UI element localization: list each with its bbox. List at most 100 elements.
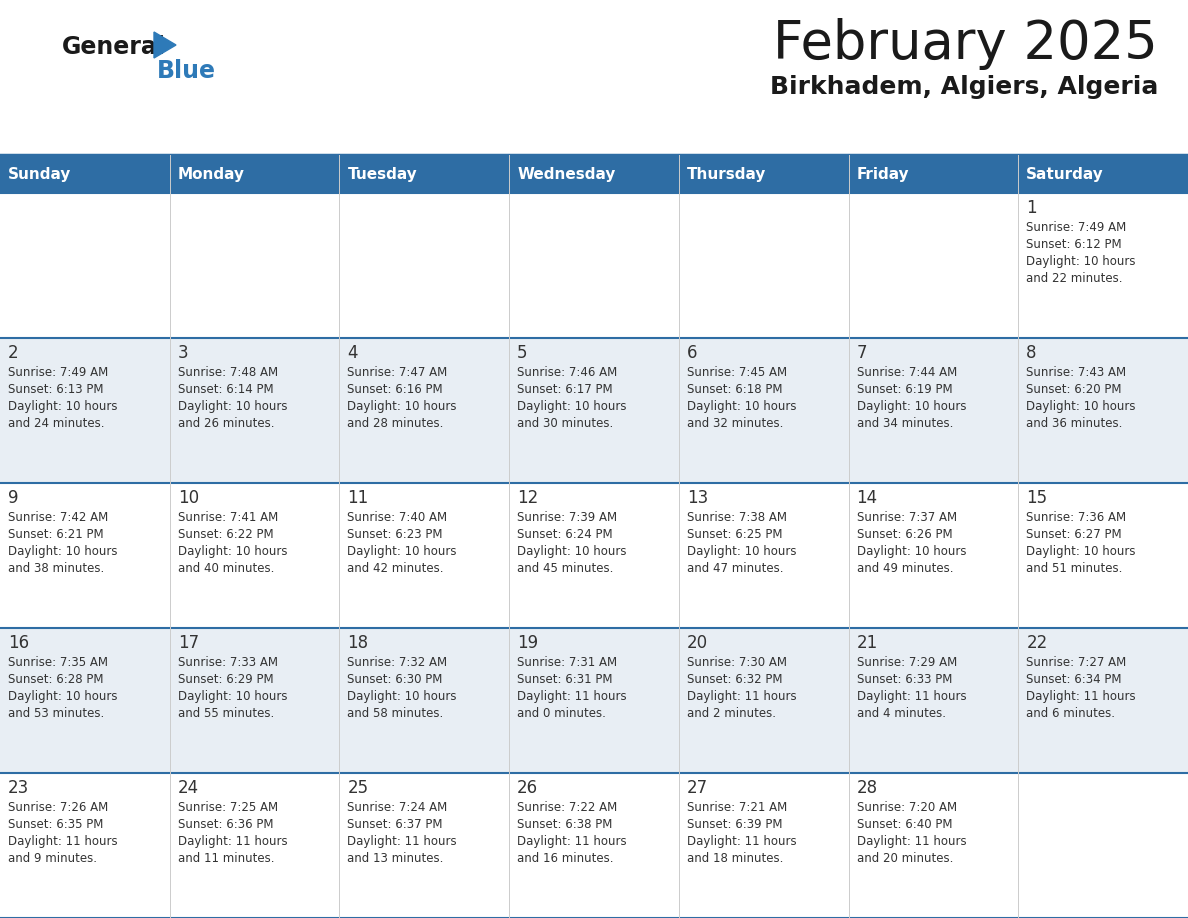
Text: and 9 minutes.: and 9 minutes.	[8, 852, 97, 865]
Text: Sunrise: 7:27 AM: Sunrise: 7:27 AM	[1026, 656, 1126, 669]
Bar	[170, 193, 340, 338]
Bar	[510, 193, 678, 338]
Text: Wednesday: Wednesday	[517, 166, 615, 182]
Text: Sunrise: 7:36 AM: Sunrise: 7:36 AM	[1026, 511, 1126, 524]
Text: Daylight: 10 hours: Daylight: 10 hours	[517, 545, 626, 558]
Text: February 2025: February 2025	[773, 18, 1158, 70]
Text: Sunrise: 7:46 AM: Sunrise: 7:46 AM	[517, 366, 618, 379]
Text: and 40 minutes.: and 40 minutes.	[178, 562, 274, 575]
Bar	[1018, 155, 1188, 193]
Text: Sunset: 6:17 PM: Sunset: 6:17 PM	[517, 383, 613, 396]
Text: Sunrise: 7:32 AM: Sunrise: 7:32 AM	[347, 656, 448, 669]
Text: and 22 minutes.: and 22 minutes.	[1026, 272, 1123, 285]
Polygon shape	[154, 32, 176, 58]
Text: Sunset: 6:29 PM: Sunset: 6:29 PM	[178, 673, 273, 686]
Bar	[848, 193, 1018, 338]
Bar	[0, 338, 170, 483]
Bar	[510, 483, 678, 628]
Text: General: General	[62, 35, 166, 59]
Text: Sunrise: 7:49 AM: Sunrise: 7:49 AM	[8, 366, 108, 379]
Text: Sunrise: 7:22 AM: Sunrise: 7:22 AM	[517, 801, 618, 814]
Bar	[1018, 483, 1188, 628]
Text: Daylight: 10 hours: Daylight: 10 hours	[178, 545, 287, 558]
Text: Sunrise: 7:45 AM: Sunrise: 7:45 AM	[687, 366, 786, 379]
Text: Sunset: 6:20 PM: Sunset: 6:20 PM	[1026, 383, 1121, 396]
Text: Daylight: 10 hours: Daylight: 10 hours	[8, 545, 118, 558]
Bar	[170, 483, 340, 628]
Bar	[678, 155, 848, 193]
Text: Daylight: 10 hours: Daylight: 10 hours	[1026, 545, 1136, 558]
Bar	[0, 773, 170, 918]
Text: Daylight: 10 hours: Daylight: 10 hours	[8, 690, 118, 703]
Text: Daylight: 11 hours: Daylight: 11 hours	[517, 690, 627, 703]
Text: and 49 minutes.: and 49 minutes.	[857, 562, 953, 575]
Text: and 34 minutes.: and 34 minutes.	[857, 417, 953, 430]
Bar	[0, 193, 170, 338]
Text: and 28 minutes.: and 28 minutes.	[347, 417, 444, 430]
Text: 13: 13	[687, 489, 708, 507]
Text: and 26 minutes.: and 26 minutes.	[178, 417, 274, 430]
Text: Sunset: 6:24 PM: Sunset: 6:24 PM	[517, 528, 613, 541]
Bar	[170, 628, 340, 773]
Text: Sunset: 6:31 PM: Sunset: 6:31 PM	[517, 673, 613, 686]
Bar	[510, 773, 678, 918]
Text: 27: 27	[687, 779, 708, 797]
Text: and 20 minutes.: and 20 minutes.	[857, 852, 953, 865]
Bar	[678, 193, 848, 338]
Bar	[678, 628, 848, 773]
Text: and 42 minutes.: and 42 minutes.	[347, 562, 444, 575]
Bar	[510, 155, 678, 193]
Bar	[510, 338, 678, 483]
Text: 22: 22	[1026, 634, 1048, 652]
Text: Sunset: 6:22 PM: Sunset: 6:22 PM	[178, 528, 273, 541]
Text: Sunset: 6:14 PM: Sunset: 6:14 PM	[178, 383, 273, 396]
Text: Sunset: 6:30 PM: Sunset: 6:30 PM	[347, 673, 443, 686]
Text: Daylight: 11 hours: Daylight: 11 hours	[857, 690, 966, 703]
Bar	[170, 338, 340, 483]
Text: Sunset: 6:32 PM: Sunset: 6:32 PM	[687, 673, 783, 686]
Text: Daylight: 11 hours: Daylight: 11 hours	[857, 835, 966, 848]
Text: Sunset: 6:27 PM: Sunset: 6:27 PM	[1026, 528, 1121, 541]
Text: Daylight: 11 hours: Daylight: 11 hours	[517, 835, 627, 848]
Text: Sunrise: 7:31 AM: Sunrise: 7:31 AM	[517, 656, 618, 669]
Text: Sunday: Sunday	[8, 166, 71, 182]
Text: Daylight: 10 hours: Daylight: 10 hours	[1026, 400, 1136, 413]
Bar	[848, 628, 1018, 773]
Bar	[848, 338, 1018, 483]
Text: Sunset: 6:33 PM: Sunset: 6:33 PM	[857, 673, 952, 686]
Bar	[678, 773, 848, 918]
Text: Sunset: 6:26 PM: Sunset: 6:26 PM	[857, 528, 953, 541]
Text: Daylight: 10 hours: Daylight: 10 hours	[347, 400, 457, 413]
Text: Sunset: 6:25 PM: Sunset: 6:25 PM	[687, 528, 783, 541]
Text: 3: 3	[178, 344, 189, 362]
Bar	[848, 773, 1018, 918]
Text: 15: 15	[1026, 489, 1048, 507]
Text: Sunrise: 7:44 AM: Sunrise: 7:44 AM	[857, 366, 956, 379]
Text: Sunset: 6:19 PM: Sunset: 6:19 PM	[857, 383, 953, 396]
Text: Daylight: 10 hours: Daylight: 10 hours	[1026, 255, 1136, 268]
Text: Daylight: 11 hours: Daylight: 11 hours	[687, 835, 796, 848]
Bar	[510, 628, 678, 773]
Text: Daylight: 10 hours: Daylight: 10 hours	[178, 690, 287, 703]
Text: and 11 minutes.: and 11 minutes.	[178, 852, 274, 865]
Text: Daylight: 10 hours: Daylight: 10 hours	[687, 545, 796, 558]
Bar	[0, 483, 170, 628]
Text: and 53 minutes.: and 53 minutes.	[8, 707, 105, 720]
Text: Blue: Blue	[157, 59, 216, 83]
Text: 24: 24	[178, 779, 198, 797]
Text: Daylight: 11 hours: Daylight: 11 hours	[1026, 690, 1136, 703]
Text: 12: 12	[517, 489, 538, 507]
Text: Sunset: 6:37 PM: Sunset: 6:37 PM	[347, 818, 443, 831]
Bar	[340, 338, 510, 483]
Text: Daylight: 10 hours: Daylight: 10 hours	[517, 400, 626, 413]
Text: Sunset: 6:13 PM: Sunset: 6:13 PM	[8, 383, 103, 396]
Text: 26: 26	[517, 779, 538, 797]
Text: Sunrise: 7:38 AM: Sunrise: 7:38 AM	[687, 511, 786, 524]
Bar	[170, 773, 340, 918]
Text: Sunset: 6:39 PM: Sunset: 6:39 PM	[687, 818, 783, 831]
Bar	[340, 155, 510, 193]
Text: and 24 minutes.: and 24 minutes.	[8, 417, 105, 430]
Text: Sunrise: 7:43 AM: Sunrise: 7:43 AM	[1026, 366, 1126, 379]
Text: Sunrise: 7:30 AM: Sunrise: 7:30 AM	[687, 656, 786, 669]
Text: 5: 5	[517, 344, 527, 362]
